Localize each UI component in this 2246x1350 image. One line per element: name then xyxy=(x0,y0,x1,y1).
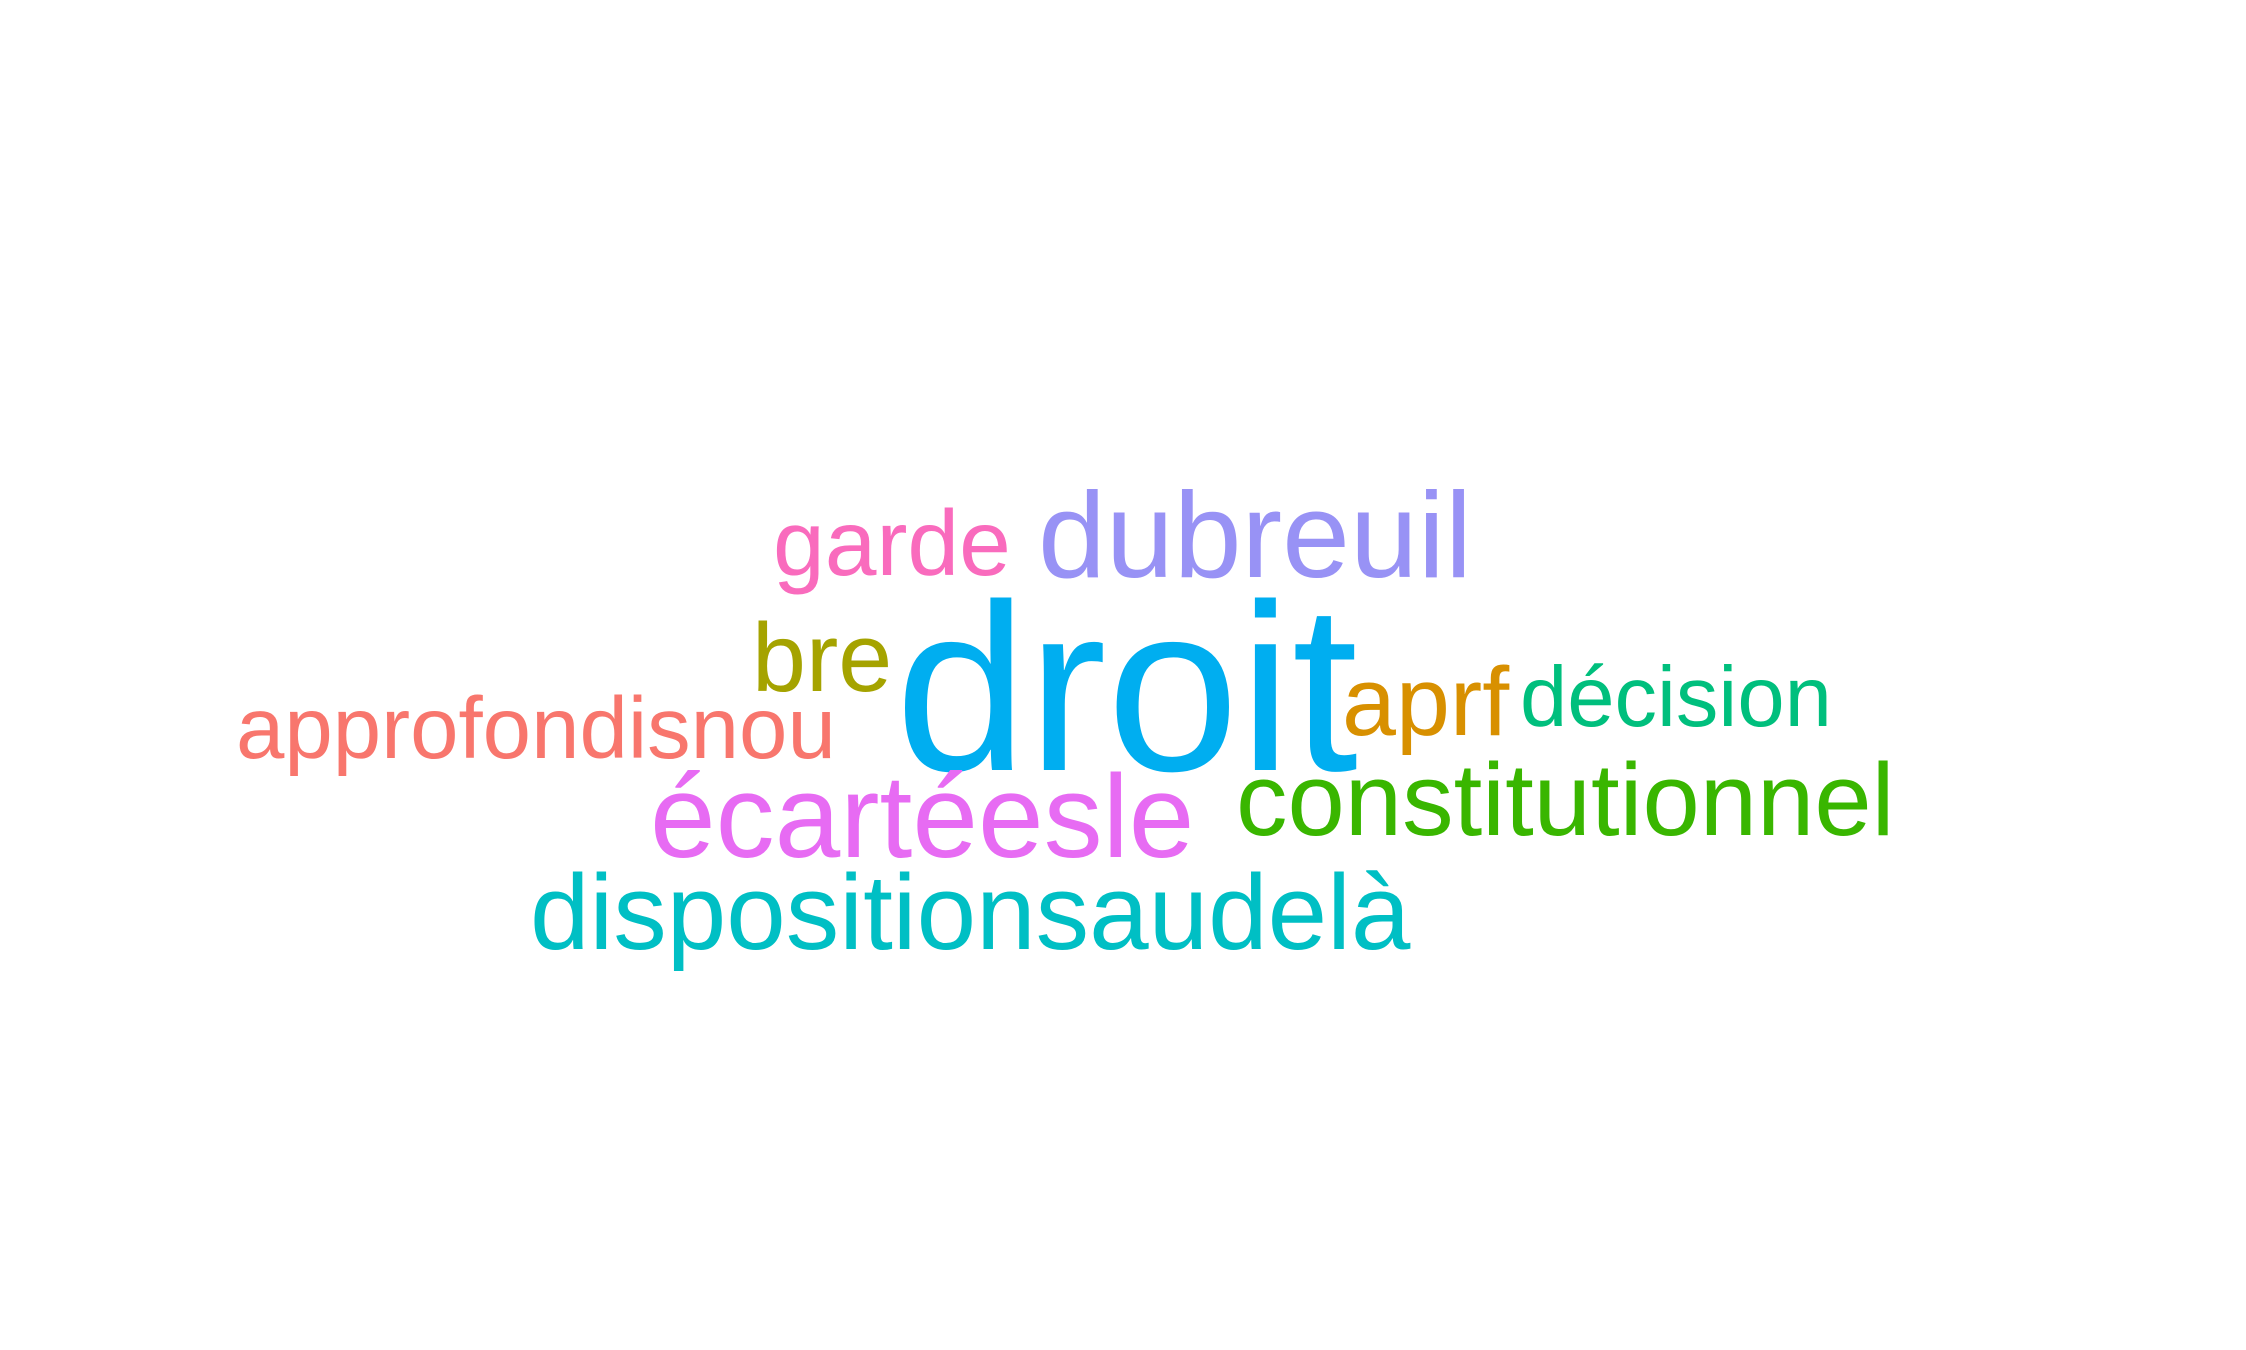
word-decision: décision xyxy=(1520,650,1832,745)
word-aprf: aprf xyxy=(1342,647,1510,756)
word-dubreuil: dubreuil xyxy=(1038,467,1473,603)
word-bre: bre xyxy=(752,603,893,712)
word-ecarteesle: écartéesle xyxy=(650,751,1195,883)
word-approfondisnou: approfondisnou xyxy=(236,680,836,777)
word-constitutionnel: constitutionnel xyxy=(1236,742,1895,857)
word-droit: droit xyxy=(895,556,1358,821)
word-dispositionsaudela: dispositionsaudelà xyxy=(530,852,1411,972)
word-garde: garde xyxy=(773,491,1011,595)
